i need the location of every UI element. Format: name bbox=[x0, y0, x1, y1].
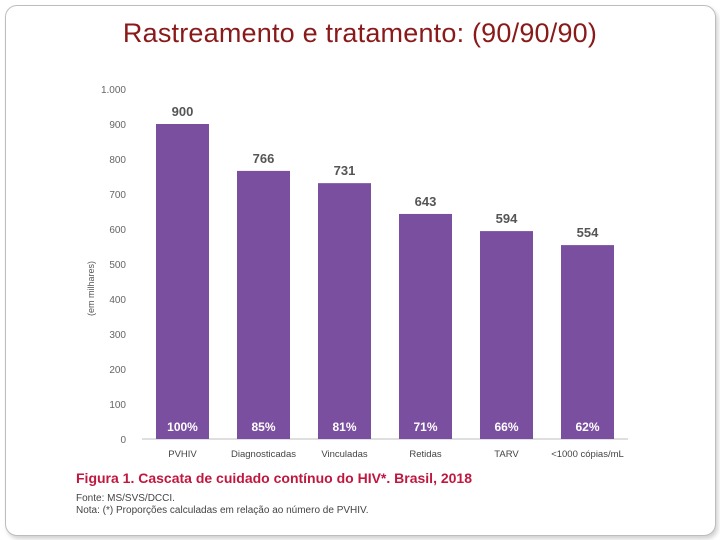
caption-text: Cascata de cuidado contínuo do HIV*. Bra… bbox=[138, 470, 472, 486]
x-tick-label: PVHIV bbox=[168, 449, 197, 460]
bar-value-label: 554 bbox=[577, 225, 599, 240]
bar bbox=[318, 183, 371, 439]
caption-prefix: Figura 1. bbox=[76, 470, 139, 486]
y-axis-label: (em milhares) bbox=[86, 261, 96, 316]
y-tick-label: 400 bbox=[109, 295, 126, 306]
y-tick-label: 0 bbox=[120, 435, 126, 446]
bar-percent-label: 66% bbox=[494, 420, 518, 434]
bar-percent-label: 71% bbox=[413, 420, 437, 434]
x-tick-label: TARV bbox=[494, 449, 519, 460]
bar-value-label: 594 bbox=[496, 211, 518, 226]
bar bbox=[561, 245, 614, 439]
bar-value-label: 766 bbox=[253, 151, 275, 166]
bar-value-label: 900 bbox=[172, 104, 194, 119]
y-tick-label: 900 bbox=[109, 120, 126, 131]
y-tick-label: 500 bbox=[109, 260, 126, 271]
bar-chart: 0 100 200 300 400 500 600 700 800 900 1.000 (em mil… bbox=[86, 85, 628, 460]
bar-percent-label: 85% bbox=[251, 420, 275, 434]
bar bbox=[480, 231, 533, 439]
figure-note: Nota: (*) Proporções calculadas em relaç… bbox=[76, 505, 369, 516]
slide-title: Rastreamento e tratamento: (90/90/90) bbox=[122, 18, 598, 48]
y-tick-label: 1.000 bbox=[101, 85, 126, 96]
bar bbox=[237, 170, 290, 439]
bar bbox=[399, 213, 452, 439]
bar-percent-label: 81% bbox=[332, 420, 356, 434]
y-tick-label: 700 bbox=[109, 190, 126, 201]
bar bbox=[156, 124, 209, 439]
figure-caption: Figura 1. Cascata de cuidado contínuo do… bbox=[76, 470, 646, 486]
figure-source: Fonte: MS/SVS/DCCI. bbox=[76, 493, 175, 504]
bar-percent-label: 100% bbox=[167, 420, 198, 434]
y-tick-label: 800 bbox=[109, 155, 126, 166]
y-tick-label: 300 bbox=[109, 330, 126, 341]
y-tick-label: 100 bbox=[109, 400, 126, 411]
y-tick-label: 200 bbox=[109, 365, 126, 376]
chart-figure: 0 100 200 300 400 500 600 700 800 900 1.000 (em mil… bbox=[70, 67, 655, 525]
x-tick-label: Retidas bbox=[409, 449, 441, 460]
bar-value-label: 731 bbox=[334, 163, 356, 178]
x-tick-label: Diagnosticadas bbox=[231, 449, 296, 460]
x-tick-label: Vinculadas bbox=[321, 449, 368, 460]
y-tick-label: 600 bbox=[109, 225, 126, 236]
bar-percent-label: 62% bbox=[575, 420, 599, 434]
x-tick-label: <1000 cópias/mL bbox=[551, 449, 624, 460]
bar-value-label: 643 bbox=[415, 194, 437, 209]
